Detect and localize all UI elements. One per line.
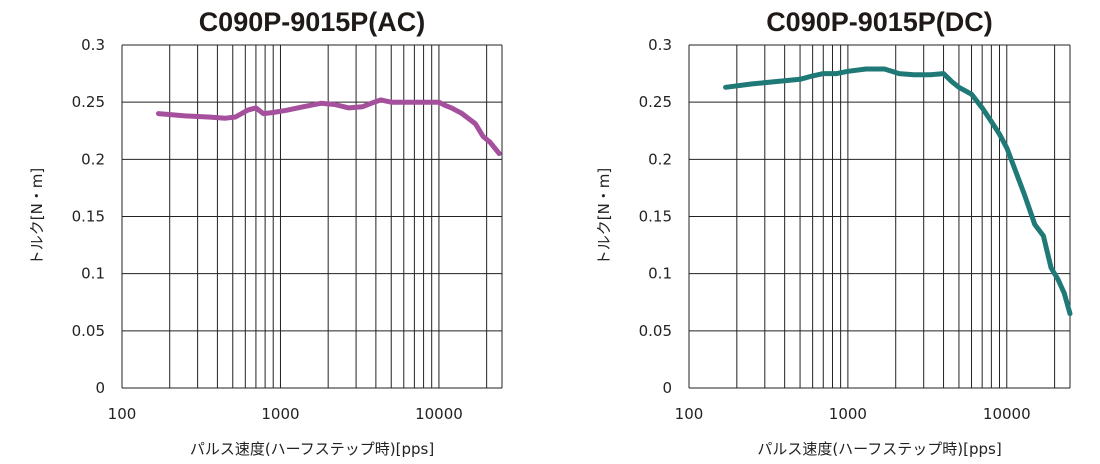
dc-y-tick-label: 0.2	[648, 150, 672, 168]
ac-chart-title: C090P-9015P(AC)	[199, 7, 426, 37]
ac-y-tick-label: 0.1	[81, 265, 105, 283]
ac-y-tick-label: 0.2	[81, 150, 105, 168]
chart-dc: C090P-9015P(DC) 0 0.05 0.1 0.15 0.2 0.25 0.3 100…	[560, 0, 1100, 464]
dc-y-tick-label: 0	[662, 379, 672, 397]
dc-x-tick-label: 1000	[829, 405, 867, 423]
chart-ac: C090P-9015P(AC) 0 0.05 0.1 0.15 0.2 0.25 0.3 100…	[0, 0, 540, 464]
ac-x-tick-label: 10000	[415, 405, 463, 423]
ac-y-tick-label: 0	[95, 379, 105, 397]
dc-y-tick-label: 0.3	[648, 36, 672, 54]
ac-y-tick-label: 0.15	[72, 208, 105, 226]
dc-x-tick-label: 100	[675, 405, 704, 423]
ac-torque-series-line	[156, 97, 502, 157]
dc-y-tick-label: 0.15	[639, 208, 672, 226]
ac-x-tick-label: 1000	[261, 405, 299, 423]
ac-x-tick-label: 100	[108, 405, 137, 423]
chart-ac-svg: C090P-9015P(AC) 0 0.05 0.1 0.15 0.2 0.25 0.3 100…	[28, 7, 503, 458]
ac-grid	[121, 44, 503, 389]
dc-y-axis-label: トルク[N・m]	[595, 168, 613, 266]
dc-x-axis-label: パルス速度(ハーフステップ時)[pps]	[757, 440, 1001, 458]
chart-dc-svg: C090P-9015P(DC) 0 0.05 0.1 0.15 0.2 0.25 0.3 100…	[595, 7, 1073, 458]
dc-torque-series-line	[723, 66, 1073, 317]
dc-x-tick-label: 10000	[983, 405, 1031, 423]
dc-y-tick-label: 0.1	[648, 265, 672, 283]
ac-y-tick-label: 0.25	[72, 93, 105, 111]
ac-y-axis-label: トルク[N・m]	[28, 168, 46, 266]
dc-y-tick-label: 0.05	[639, 322, 672, 340]
ac-y-tick-label: 0.3	[81, 36, 105, 54]
ac-y-tick-label: 0.05	[72, 322, 105, 340]
dc-grid	[688, 44, 1071, 389]
ac-x-axis-label: パルス速度(ハーフステップ時)[pps]	[190, 440, 434, 458]
dc-y-tick-label: 0.25	[639, 93, 672, 111]
dc-chart-title: C090P-9015P(DC)	[766, 7, 993, 37]
